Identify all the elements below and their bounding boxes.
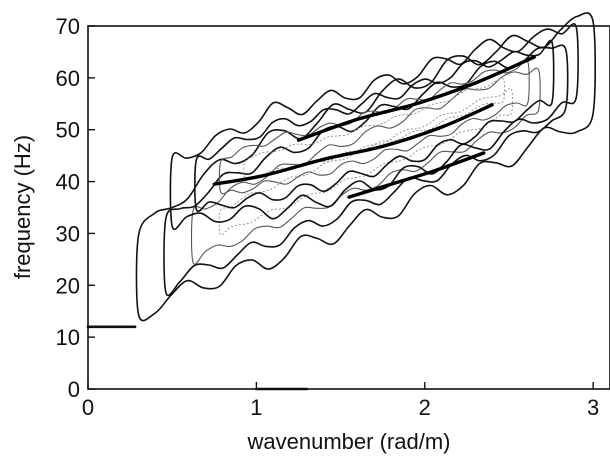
y-tick-label: 0 xyxy=(68,377,80,402)
contour-line xyxy=(169,23,579,231)
x-tick-label: 1 xyxy=(250,395,262,420)
contour-line xyxy=(163,44,569,297)
contour-line xyxy=(218,59,530,195)
x-tick-label: 0 xyxy=(82,395,94,420)
ridge-line xyxy=(296,55,536,142)
segment-layer xyxy=(86,325,309,391)
y-tick-label: 20 xyxy=(56,273,80,298)
contour-layer xyxy=(135,12,597,322)
contour-line xyxy=(135,12,597,322)
y-tick-label: 60 xyxy=(56,66,80,91)
y-tick-label: 70 xyxy=(56,14,80,39)
contour-line xyxy=(218,87,514,236)
x-tick-label: 3 xyxy=(587,395,599,420)
ridge-line xyxy=(212,103,494,186)
y-tick-label: 40 xyxy=(56,170,80,195)
x-axis-label: wavenumber (rad/m) xyxy=(247,429,451,454)
contour-line xyxy=(190,67,541,265)
y-tick-label: 30 xyxy=(56,221,80,246)
ridge-line xyxy=(347,151,486,199)
y-tick-label: 50 xyxy=(56,118,80,143)
y-axis-ticks: 0 10 20 30 40 50 60 70 xyxy=(56,14,95,402)
plot-frame xyxy=(87,25,610,390)
ridge-layer xyxy=(212,55,536,199)
y-tick-label: 10 xyxy=(56,325,80,350)
x-axis-ticks: 0 1 2 3 xyxy=(82,382,599,420)
x-tick-label: 2 xyxy=(419,395,431,420)
contour-line xyxy=(194,39,555,213)
y-axis-label: frequency (Hz) xyxy=(10,135,35,279)
